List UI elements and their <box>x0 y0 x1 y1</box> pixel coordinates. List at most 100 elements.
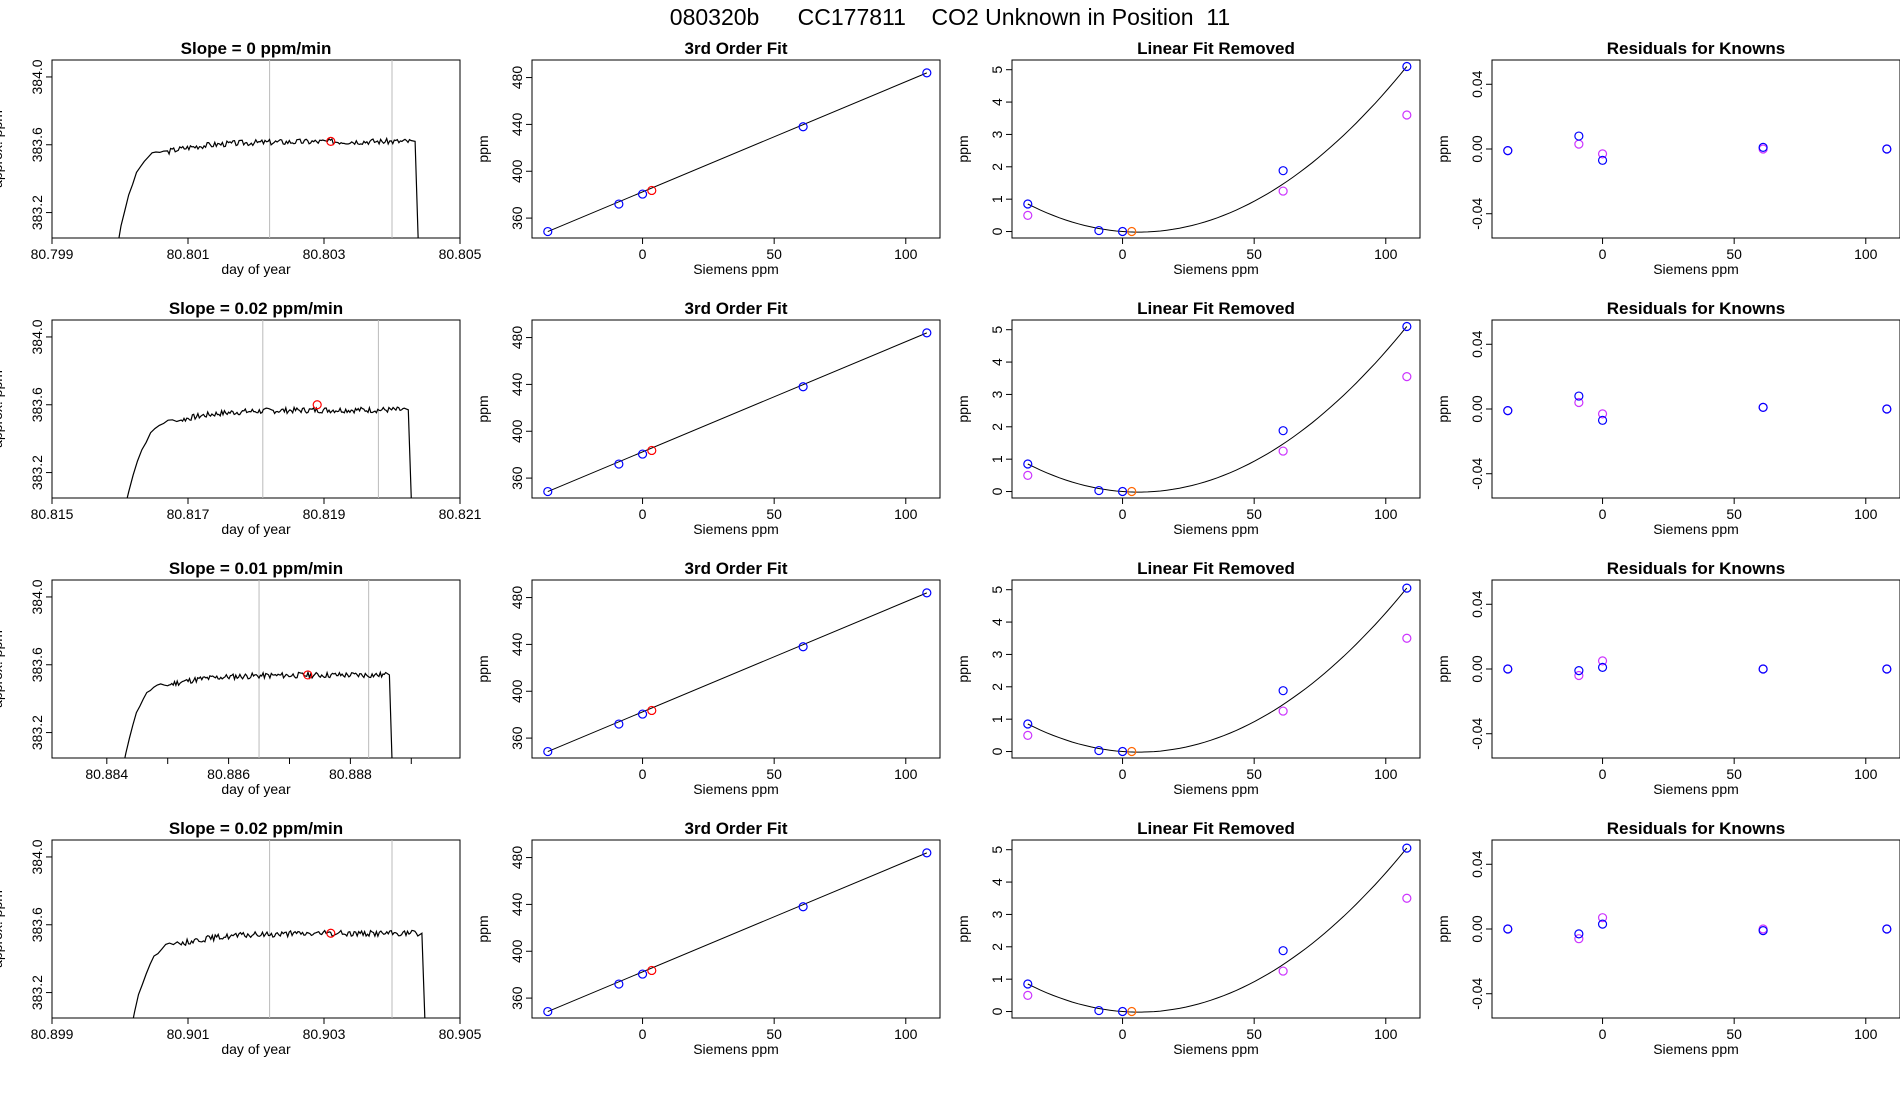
y-tick-label: 1 <box>989 455 1005 463</box>
known-point <box>614 199 624 209</box>
x-axis-label: day of year <box>221 1041 291 1057</box>
y-tick-label: 360 <box>509 986 525 1010</box>
residual-point <box>1503 406 1513 416</box>
x-axis-label: Siemens ppm <box>1653 1041 1739 1057</box>
y-tick-label: 384.0 <box>29 579 45 614</box>
residual-point <box>1597 415 1608 425</box>
plot-area <box>1503 656 1892 681</box>
y-tick-label: -0.04 <box>1469 718 1485 750</box>
plot-area <box>1023 583 1412 757</box>
known-point <box>1094 745 1104 756</box>
panel-1-1: 3rd Order Fit 0 50 100 360 400 440 480 Siemens p… <box>475 299 941 537</box>
x-tick-label: 100 <box>894 1026 918 1042</box>
y-tick-label: 440 <box>509 893 525 917</box>
y-tick-label: 360 <box>509 726 525 750</box>
y-tick-label: 2 <box>989 423 1005 431</box>
known-point <box>1278 686 1288 696</box>
known-point <box>1402 321 1412 332</box>
y-tick-label: 480 <box>509 326 525 350</box>
y-tick-label: 0.04 <box>1469 850 1485 877</box>
known-point <box>1278 426 1288 436</box>
known-point <box>922 68 932 78</box>
alt-point <box>1278 446 1288 456</box>
x-axis-label: day of year <box>221 521 291 537</box>
x-tick-label: 80.821 <box>439 506 482 522</box>
panel-title: Slope = 0.02 ppm/min <box>169 299 343 318</box>
plot-frame <box>51 319 461 499</box>
residual-point <box>1574 131 1584 141</box>
x-axis-label: Siemens ppm <box>1653 521 1739 537</box>
x-axis-label: Siemens ppm <box>1173 781 1259 797</box>
plot-frame <box>531 319 941 499</box>
y-tick-label: 400 <box>509 419 525 443</box>
panel-title: Residuals for Knowns <box>1607 299 1786 318</box>
y-axis-label: approx. ppm <box>0 890 5 968</box>
x-tick-label: 100 <box>1374 766 1398 782</box>
x-axis-label: Siemens ppm <box>1173 1041 1259 1057</box>
x-tick-label: 0 <box>1599 246 1607 262</box>
x-tick-label: 100 <box>894 506 918 522</box>
residual-point <box>1503 924 1513 934</box>
unknown-point <box>647 445 657 456</box>
y-tick-label: 0.04 <box>1469 70 1485 97</box>
plot-area <box>1023 843 1412 1017</box>
y-tick-label: 0.00 <box>1469 395 1485 422</box>
panel-title: 3rd Order Fit <box>685 39 788 58</box>
y-tick-label: 0 <box>989 1007 1005 1015</box>
x-tick-label: 100 <box>894 766 918 782</box>
residual-point <box>1758 664 1768 674</box>
y-tick-label: 383.2 <box>29 975 45 1010</box>
known-point <box>1094 1005 1104 1016</box>
x-tick-label: 0 <box>1599 766 1607 782</box>
residual-point <box>1503 146 1513 156</box>
x-tick-label: 50 <box>1726 1026 1742 1042</box>
plot-frame <box>531 59 941 239</box>
concentration-trace <box>124 670 393 758</box>
panel-1-2: Linear Fit Removed 0 50 100 0 1 2 3 4 5 Siemens pp… <box>955 299 1421 537</box>
y-tick-label: 400 <box>509 679 525 703</box>
plot-area <box>132 840 426 1018</box>
known-point <box>543 486 553 497</box>
y-tick-label: 3 <box>989 910 1005 918</box>
alt-point <box>1278 966 1288 976</box>
alt-point <box>1402 372 1412 382</box>
y-tick-label: 3 <box>989 390 1005 398</box>
fit-line <box>547 332 928 493</box>
unknown-point <box>1127 1006 1137 1017</box>
alt-point <box>1023 210 1033 220</box>
panel-1-0: Slope = 0.02 ppm/min 80.815 80.817 80.819 80… <box>0 299 482 537</box>
y-tick-label: 480 <box>509 586 525 610</box>
known-point <box>614 459 624 469</box>
known-point <box>637 969 648 979</box>
y-tick-label: 4 <box>989 98 1005 106</box>
alt-point <box>1023 470 1033 480</box>
plot-area <box>543 588 932 757</box>
panel-title: 3rd Order Fit <box>685 819 788 838</box>
y-tick-label: 4 <box>989 878 1005 886</box>
y-tick-label: 5 <box>989 586 1005 594</box>
known-point <box>1094 225 1104 236</box>
y-tick-label: 383.2 <box>29 195 45 230</box>
y-tick-label: 1 <box>989 195 1005 203</box>
panel-title: Residuals for Knowns <box>1607 559 1786 578</box>
unknown-point <box>647 965 657 976</box>
known-point <box>1023 719 1033 729</box>
x-tick-label: 80.903 <box>303 1026 346 1042</box>
panel-title: Linear Fit Removed <box>1137 299 1295 318</box>
x-tick-label: 0 <box>1119 1026 1127 1042</box>
known-point <box>1402 61 1412 72</box>
x-tick-label: 100 <box>1854 1026 1878 1042</box>
panel-2-1: 3rd Order Fit 0 50 100 360 400 440 480 Siemens p… <box>475 559 941 797</box>
panel-2-0: Slope = 0.01 ppm/min 80.884 80.886 80.888 38… <box>0 559 461 797</box>
plot-frame <box>51 839 461 1019</box>
known-point <box>922 588 932 598</box>
x-tick-label: 100 <box>1374 246 1398 262</box>
known-point <box>922 328 932 338</box>
y-tick-label: 5 <box>989 846 1005 854</box>
x-tick-label: 0 <box>1119 506 1127 522</box>
alt-point <box>1023 730 1033 740</box>
y-tick-label: 1 <box>989 715 1005 723</box>
x-tick-label: 0 <box>639 246 647 262</box>
y-tick-label: 2 <box>989 163 1005 171</box>
alt-residual-point <box>1574 139 1584 149</box>
